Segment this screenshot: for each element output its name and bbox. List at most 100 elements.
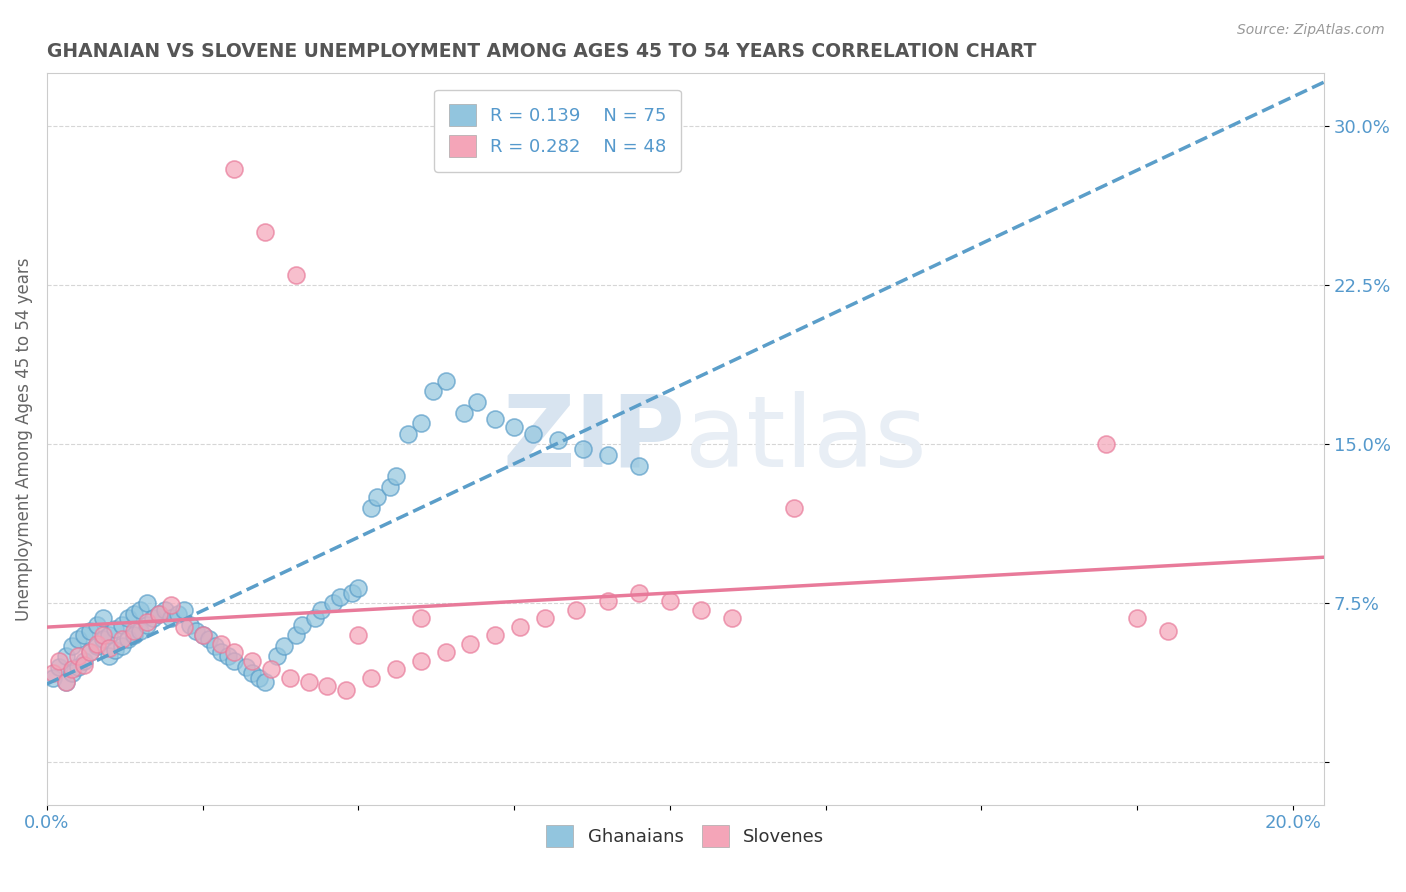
Point <box>596 594 619 608</box>
Point <box>285 628 308 642</box>
Point <box>111 617 134 632</box>
Point <box>198 632 221 647</box>
Point <box>179 617 201 632</box>
Point <box>484 412 506 426</box>
Point <box>316 679 339 693</box>
Point <box>253 226 276 240</box>
Point <box>422 384 444 399</box>
Point <box>378 480 401 494</box>
Point <box>86 617 108 632</box>
Point <box>273 639 295 653</box>
Legend: R = 0.139    N = 75, R = 0.282    N = 48: R = 0.139 N = 75, R = 0.282 N = 48 <box>434 90 681 172</box>
Point <box>135 596 157 610</box>
Point <box>98 649 121 664</box>
Point <box>173 602 195 616</box>
Point <box>278 671 301 685</box>
Point <box>596 448 619 462</box>
Point <box>98 628 121 642</box>
Point <box>360 671 382 685</box>
Point <box>384 662 406 676</box>
Point <box>222 161 245 176</box>
Point <box>253 674 276 689</box>
Point <box>122 628 145 642</box>
Point <box>460 637 482 651</box>
Point <box>60 662 83 676</box>
Point <box>304 611 326 625</box>
Point <box>148 607 170 621</box>
Point <box>322 596 344 610</box>
Point <box>534 611 557 625</box>
Point <box>42 671 65 685</box>
Point <box>340 585 363 599</box>
Point <box>217 649 239 664</box>
Point <box>160 611 183 625</box>
Point <box>148 607 170 621</box>
Point <box>55 649 77 664</box>
Point <box>242 654 264 668</box>
Point <box>55 674 77 689</box>
Point <box>329 590 352 604</box>
Point <box>191 628 214 642</box>
Point <box>79 645 101 659</box>
Point <box>67 660 90 674</box>
Point <box>129 624 152 638</box>
Point <box>242 666 264 681</box>
Point <box>209 637 232 651</box>
Point <box>104 622 127 636</box>
Point <box>86 637 108 651</box>
Point <box>111 639 134 653</box>
Point <box>366 491 388 505</box>
Point <box>503 420 526 434</box>
Point <box>235 660 257 674</box>
Point <box>79 645 101 659</box>
Point <box>60 639 83 653</box>
Point <box>186 624 208 638</box>
Point <box>104 643 127 657</box>
Point <box>571 442 593 456</box>
Point <box>122 624 145 638</box>
Point <box>135 615 157 630</box>
Point <box>347 628 370 642</box>
Point <box>347 582 370 596</box>
Point <box>142 611 165 625</box>
Point <box>91 632 114 647</box>
Point <box>484 628 506 642</box>
Point <box>522 426 544 441</box>
Point <box>73 657 96 672</box>
Point <box>60 666 83 681</box>
Point <box>783 500 806 515</box>
Point <box>297 674 319 689</box>
Point <box>465 395 488 409</box>
Point <box>1157 624 1180 638</box>
Point <box>285 268 308 282</box>
Point <box>690 602 713 616</box>
Point <box>266 649 288 664</box>
Point <box>260 662 283 676</box>
Point <box>509 620 531 634</box>
Point <box>209 645 232 659</box>
Point <box>73 628 96 642</box>
Point <box>204 639 226 653</box>
Point <box>117 632 139 647</box>
Point <box>135 617 157 632</box>
Point <box>122 607 145 621</box>
Point <box>48 654 70 668</box>
Point <box>1126 611 1149 625</box>
Text: atlas: atlas <box>685 391 927 488</box>
Point <box>434 645 457 659</box>
Point <box>1095 437 1118 451</box>
Text: ZIP: ZIP <box>502 391 685 488</box>
Point <box>627 585 650 599</box>
Point <box>98 640 121 655</box>
Point <box>67 632 90 647</box>
Point <box>73 654 96 668</box>
Point <box>434 374 457 388</box>
Point <box>79 624 101 638</box>
Point <box>91 611 114 625</box>
Point <box>91 628 114 642</box>
Point <box>547 433 569 447</box>
Point <box>409 611 432 625</box>
Y-axis label: Unemployment Among Ages 45 to 54 years: Unemployment Among Ages 45 to 54 years <box>15 257 32 621</box>
Point <box>67 649 90 664</box>
Point <box>222 645 245 659</box>
